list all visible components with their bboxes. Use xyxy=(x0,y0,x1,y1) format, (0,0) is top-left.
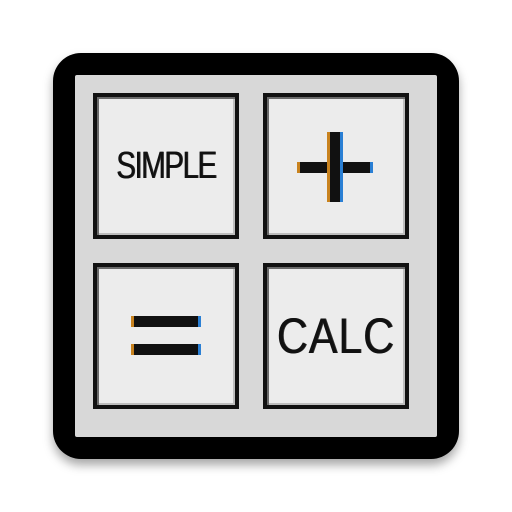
equals-top-stroke xyxy=(134,316,198,327)
simple-key-label: SIMPLE xyxy=(116,144,217,187)
equals-key[interactable] xyxy=(93,263,239,409)
equals-icon xyxy=(126,296,206,376)
simple-key[interactable]: SIMPLE xyxy=(93,93,239,239)
plus-vertical-stroke xyxy=(330,132,340,202)
equals-bottom-stroke xyxy=(134,344,198,355)
keypad-panel: SIMPLE CALC xyxy=(75,75,437,437)
calc-key[interactable]: CALC xyxy=(263,263,409,409)
plus-key[interactable] xyxy=(263,93,409,239)
simple-calc-app-icon[interactable]: SIMPLE CALC xyxy=(53,53,459,459)
plus-icon xyxy=(296,126,376,206)
calc-key-label: CALC xyxy=(276,308,396,364)
